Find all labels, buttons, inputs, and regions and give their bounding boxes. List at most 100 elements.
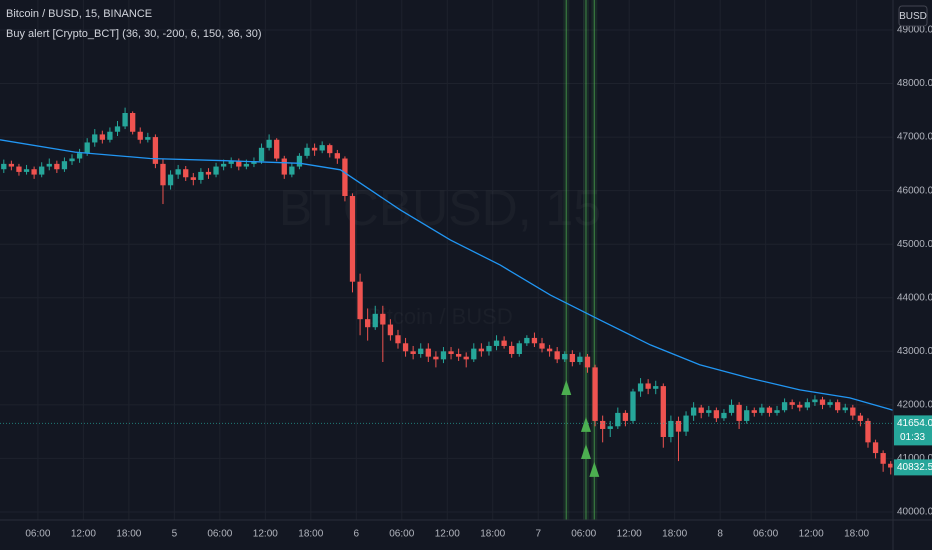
candle-body [440,351,447,360]
candle-body [622,412,629,421]
x-tick-label: 12:00 [617,529,642,540]
x-tick-label: 18:00 [844,529,869,540]
candle-body [205,171,212,175]
candle-body [706,410,712,413]
candle-body [107,131,113,140]
candle-body [842,407,848,411]
candle-body [213,166,219,175]
x-tick-label: 7 [535,529,541,540]
candle-body [16,166,22,172]
candle-body [304,147,310,156]
y-tick-label: 44000.00 [897,292,932,303]
candle-body [774,410,780,413]
candle-body [463,356,469,360]
candle-body [342,158,348,197]
candle-body [175,169,181,175]
candle-body [122,112,128,127]
candle-body [531,337,538,344]
candle-body [160,163,166,186]
candle-body [402,343,409,352]
candle-body [251,161,257,164]
candle-body [486,345,492,352]
x-tick-label: 5 [172,529,178,540]
countdown: 01:33 [900,432,925,443]
candle-body [615,412,621,427]
candle-body [592,367,598,421]
candle-body [258,147,265,162]
candle-body [69,158,75,162]
y-tick-label: 48000.00 [897,78,932,89]
candle-body [319,145,325,151]
candle-body [728,404,735,413]
currency-button-label[interactable]: BUSD [899,11,927,22]
candle-body [76,153,83,159]
currency-button[interactable] [898,5,928,27]
candle-body [380,313,386,325]
candle-body [84,142,90,154]
candle-body [653,386,659,389]
candle-body [236,161,242,167]
candle-body [296,155,303,167]
x-tick-label: 18:00 [298,529,323,540]
x-tick-label: 06:00 [571,529,596,540]
candle-body [577,356,583,363]
candle-body [850,407,856,416]
candle-body [478,348,485,352]
candle-body [145,137,151,140]
candle-body [835,402,841,411]
x-tick-label: 12:00 [71,529,96,540]
candle-body [357,281,363,320]
x-tick-label: 6 [354,529,360,540]
candle-body [425,348,431,357]
candle-body [781,402,788,411]
candle-body [61,161,68,170]
price-label-box [894,415,932,446]
x-tick-label: 12:00 [253,529,278,540]
candle-body [668,420,674,437]
candle-body [554,351,560,360]
y-tick-label: 47000.00 [897,132,932,143]
candle-body [501,340,507,346]
candle-body [493,340,500,346]
candle-body [660,386,666,437]
candle-body [698,407,704,413]
candle-body [433,356,439,360]
candle-body [857,415,864,421]
x-tick-label: 18:00 [480,529,505,540]
candle-body [721,412,727,419]
candle-body [683,415,689,432]
candle-body [736,404,742,421]
candle-body [448,351,454,354]
candle-body [1,163,7,170]
price-label: 40832.52 [897,462,932,473]
candle-body [645,383,651,389]
candle-body [562,353,568,360]
candle-body [455,353,462,357]
candle-body [713,410,720,419]
candle-body [372,313,378,328]
candle-body [539,343,545,349]
candle-body [600,420,606,429]
candle-body [751,410,757,413]
candle-body [812,399,818,403]
x-tick-label: 06:00 [25,529,50,540]
candle-body [630,391,636,421]
x-tick-label: 18:00 [662,529,687,540]
axes: 40000.00 41000.00 42000.00 43000.00 44000.00… [25,25,932,540]
candle-body [39,166,45,175]
moving-average [0,139,894,411]
candle-body [243,163,250,167]
price-label-box [894,459,932,476]
candle-body [266,139,272,148]
y-tick-label: 41000.00 [897,453,932,464]
candle-body [516,343,522,354]
buy-signal [580,416,591,432]
candle-body [797,404,803,408]
candle-body [546,348,553,352]
candle-body [865,420,871,443]
candle-body [327,145,333,154]
buy-signal [580,443,591,459]
x-tick-label: 8 [717,529,723,540]
